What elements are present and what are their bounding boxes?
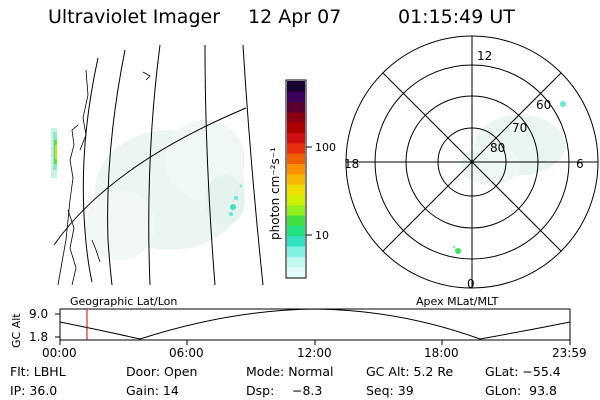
strip-time-1800: 18:00 [424,346,459,360]
colorbar-band [287,111,305,123]
colorbar-band [287,173,305,185]
polar-plot [345,35,599,289]
lat-lon-grid [53,44,264,286]
colorbar-band [287,235,305,247]
colorbar-band [287,122,305,134]
strip-ylabel: GC Alt [10,313,23,348]
colorbar-band [287,163,305,175]
aurora-haze [85,120,245,260]
coastlines [57,69,151,286]
colorbar-band [287,153,305,165]
time-label: 01:15:49 UT [398,6,515,28]
info-mode: Mode: Normal [246,364,334,379]
date-label: 12 Apr 07 [248,6,342,28]
strip-time-0600: 06:00 [169,346,204,360]
altitude-strip [55,308,571,345]
info-dsp-label: Dsp: [246,383,275,398]
mlt-label-18: 18 [344,157,359,171]
mlt-label-12: 12 [477,49,492,63]
geographic-map [51,44,264,286]
strip-ymin: 1.8 [29,330,48,344]
colorbar-band [287,142,305,154]
mlt-label-0: 0 [467,277,475,291]
info-glon: GLon: 93.8 [485,383,557,398]
info-gc-alt: GC Alt: 5.2 Re [366,364,454,379]
info-ip: IP: 36.0 [10,383,58,398]
colorbar-band [287,246,305,257]
title: Ultraviolet Imager [48,6,221,28]
colorbar-band [287,194,305,206]
colorbar-band [287,204,305,216]
colorbar [285,79,312,279]
colorbar-band [287,91,305,103]
info-dsp-value: −8.3 [292,383,323,398]
colorbar-band [287,81,305,92]
info-glat: GLat: −55.4 [485,364,561,379]
colorbar-band [287,256,305,268]
lat-label-60: 60 [536,98,551,112]
colorbar-label: photon cm⁻²s⁻¹ [268,147,282,240]
lat-label-70: 70 [512,121,527,135]
info-seq: Seq: 39 [366,383,414,398]
strip-time-1200: 12:00 [297,346,332,360]
info-gain: Gain: 14 [126,383,179,398]
aurora-spots [51,128,243,216]
info-flt: Flt: LBHL [10,364,66,379]
colorbar-band [287,225,305,237]
colorbar-band [287,132,305,144]
colorbar-tick-100: 100 [315,141,336,154]
strip-ymax: 9.0 [29,307,48,321]
polar-caption: Apex MLat/MLT [416,295,499,308]
colorbar-band [287,215,305,226]
colorbar-band [287,184,305,195]
strip-time-0000: 00:00 [42,346,77,360]
colorbar-band [287,101,305,113]
strip-time-2359: 23:59 [552,346,587,360]
info-door: Door: Open [126,364,198,379]
colorbar-band [287,266,305,278]
colorbar-tick-10: 10 [315,229,329,242]
left-map-caption: Geographic Lat/Lon [70,295,177,308]
mlt-label-6: 6 [576,157,584,171]
lat-label-80: 80 [490,141,505,155]
